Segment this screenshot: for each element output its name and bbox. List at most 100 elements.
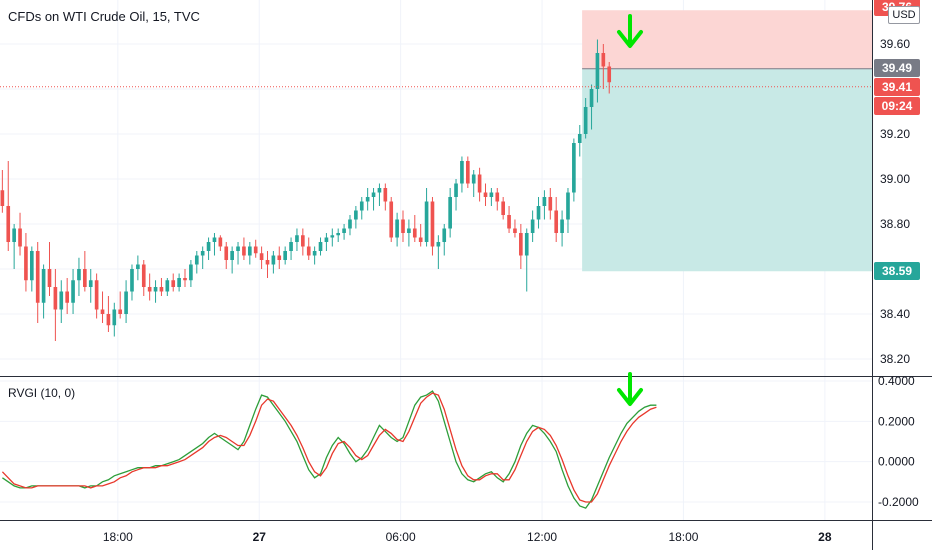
time-tick-0: 18:00: [103, 530, 133, 544]
candle-body: [542, 197, 547, 206]
candle-body: [165, 280, 170, 292]
candle-body: [448, 197, 452, 229]
price-tick-1: 38.40: [880, 307, 910, 321]
candle-body: [377, 188, 382, 193]
candle-body: [271, 255, 276, 265]
candle-body: [253, 246, 258, 254]
candle-body: [583, 107, 588, 134]
candle-body: [247, 246, 252, 256]
candle-body: [6, 206, 11, 242]
candle-body: [395, 219, 399, 238]
candle-body: [218, 237, 223, 247]
price-tick-4: 39.00: [880, 172, 910, 186]
candle-body: [489, 192, 494, 197]
candle-body: [601, 53, 606, 67]
candle-body: [41, 269, 46, 303]
candle-body: [436, 242, 441, 247]
candle-body: [312, 251, 317, 256]
take-profit-zone: [582, 68, 872, 272]
candle-body: [295, 235, 299, 242]
candle-body: [77, 269, 81, 281]
price-label-box-4: [874, 262, 920, 280]
candlestick-series: [0, 39, 612, 341]
candle-body: [359, 201, 364, 211]
candle-body: [442, 228, 447, 242]
candle-body: [0, 190, 5, 206]
candle-body: [136, 264, 140, 269]
rvgi-signal-arrow-icon: [617, 372, 643, 406]
candle-body: [418, 237, 423, 242]
candle-body: [454, 183, 458, 197]
candle-body: [477, 174, 482, 193]
price-label-box-2: [874, 78, 920, 96]
position-zones: [582, 10, 872, 272]
candle-body: [471, 174, 476, 184]
candle-body: [141, 264, 146, 287]
candle-body: [306, 246, 311, 256]
candle-body: [59, 291, 64, 310]
candle-body: [383, 188, 388, 202]
candle-body: [483, 192, 488, 197]
candle-body: [501, 201, 505, 215]
candle-body: [259, 253, 264, 260]
currency-button[interactable]: USD: [888, 6, 920, 24]
candle-body: [100, 309, 105, 314]
rvgi-series: [1, 390, 657, 509]
candle-body: [94, 280, 99, 310]
candle-body: [289, 242, 293, 251]
candle-body: [548, 197, 553, 211]
candle-body: [407, 228, 411, 233]
time-axis[interactable]: 18:00 27 06:00 12:00 18:00 28: [103, 530, 832, 544]
chart-title: CFDs on WTI Crude Oil, 15, TVC: [8, 9, 200, 24]
candle-body: [35, 251, 40, 303]
price-label-3: 09:24: [882, 99, 913, 113]
candle-body: [153, 287, 158, 292]
candle-body: [566, 192, 570, 220]
candle-body: [118, 309, 123, 314]
candle-body: [589, 89, 594, 107]
candle-body: [495, 192, 500, 202]
candle-body: [189, 264, 193, 281]
candle-body: [342, 228, 346, 233]
candle-body: [318, 242, 323, 251]
price-signal-arrow-icon: [617, 14, 643, 48]
rvgi-signal-line: [1, 392, 657, 503]
candle-body: [572, 143, 576, 193]
candle-body: [224, 246, 229, 260]
indicator-axis[interactable]: 0.4000 0.2000 0.0000 -0.2000: [878, 374, 919, 509]
candle-body: [24, 246, 28, 281]
indicator-tick-2: 0.0000: [878, 455, 915, 469]
candle-body: [530, 219, 535, 233]
price-tick-5: 39.20: [880, 127, 910, 141]
candle-body: [524, 233, 529, 256]
candle-body: [147, 287, 152, 292]
candle-body: [200, 251, 205, 256]
candle-body: [171, 280, 176, 287]
candle-body: [206, 242, 211, 251]
candle-body: [83, 269, 87, 287]
candle-body: [336, 233, 341, 236]
candle-body: [236, 246, 240, 251]
time-tick-4: 18:00: [668, 530, 698, 544]
price-tick-0: 38.20: [880, 352, 910, 366]
candle-body: [519, 233, 523, 256]
candle-body: [465, 161, 470, 184]
candle-body: [18, 228, 22, 247]
candle-body: [47, 269, 52, 287]
price-tick-7: 39.60: [880, 37, 910, 51]
candle-body: [53, 287, 58, 310]
candle-body: [183, 278, 187, 281]
candle-body: [430, 201, 435, 247]
indicator-tick-3: -0.2000: [878, 495, 919, 509]
candle-body: [88, 280, 93, 287]
candle-body: [265, 260, 270, 265]
time-tick-5: 28: [818, 530, 832, 544]
candle-body: [330, 235, 335, 238]
candle-body: [595, 53, 600, 89]
signal-arrows: [617, 14, 643, 406]
candle-body: [130, 269, 134, 292]
indicator-tick-1: 0.2000: [878, 414, 915, 428]
candle-body: [112, 309, 117, 326]
candle-body: [577, 134, 582, 143]
